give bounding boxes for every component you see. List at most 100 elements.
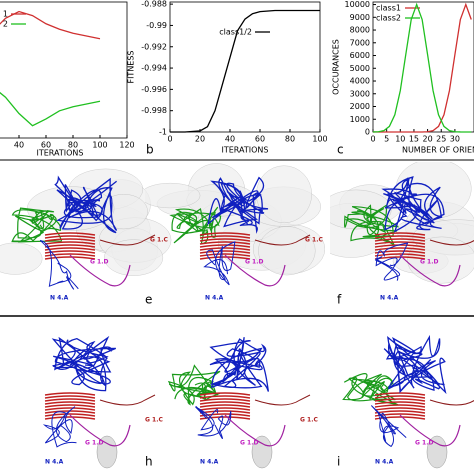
x-axis-label: ITERATIONS (37, 149, 84, 158)
helix (199, 404, 251, 408)
helix (374, 247, 426, 251)
molecule-panel: G 1.CG 1.DN 4.A (342, 334, 474, 469)
loop (224, 254, 286, 287)
y-tick-label: 0 (365, 128, 370, 137)
y-tick-label: 9000 (350, 13, 370, 22)
density-mesh (251, 435, 273, 469)
residue-label: G 1.D (240, 440, 258, 447)
x-tick-label: 100 (312, 135, 327, 144)
density-mesh (145, 182, 201, 209)
helix (44, 416, 96, 420)
helix (44, 244, 96, 248)
residue-label: G 1.C (300, 417, 318, 424)
helix (199, 247, 251, 251)
panel-letter: c (337, 143, 344, 157)
residue-label: N 4.A (380, 295, 399, 302)
helix (44, 398, 96, 402)
ribbon (51, 335, 117, 392)
x-tick-label: 80 (68, 141, 78, 150)
ribbon (207, 176, 269, 234)
helix (199, 395, 251, 399)
helix (374, 253, 426, 257)
helix (199, 407, 251, 411)
x-tick-label: 30 (450, 135, 460, 144)
residue-label: G 1.D (415, 440, 433, 447)
residue-label: N 4.A (200, 459, 219, 466)
data-line (170, 9, 320, 133)
x-tick-label: 10 (395, 135, 405, 144)
x-tick-label: 40 (14, 141, 24, 150)
ribbon (195, 406, 232, 439)
y-tick-label: 6000 (350, 51, 370, 60)
y-tick-label: 3000 (350, 89, 370, 98)
x-tick-label: 120 (119, 141, 134, 150)
x-tick-label: 0 (167, 135, 172, 144)
loop (99, 234, 156, 246)
helix (199, 250, 251, 254)
residue-label: G 1.D (85, 440, 103, 447)
density-mesh (0, 242, 43, 275)
helix (374, 410, 426, 414)
ribbon (209, 337, 270, 392)
data-line (0, 10, 101, 40)
residue-label: G 1.D (90, 259, 108, 266)
helix (199, 410, 251, 414)
panel-letter: b (146, 143, 154, 157)
y-tick-label: -0.996 (141, 85, 167, 94)
x-tick-label: 40 (225, 135, 235, 144)
helix (44, 392, 96, 396)
helix (199, 416, 251, 420)
helix (44, 241, 96, 245)
y-tick-label: -0.99 (146, 21, 167, 30)
density-mesh (407, 236, 474, 284)
x-tick-label: 20 (195, 135, 205, 144)
helix (199, 235, 251, 239)
y-tick-label: -0.988 (141, 0, 167, 9)
legend-label: 1 (3, 10, 8, 19)
helix (44, 407, 96, 411)
data-line (372, 2, 472, 133)
loop (99, 394, 156, 406)
helix (199, 232, 251, 236)
data-line (0, 91, 101, 127)
ribbon (374, 242, 409, 281)
legend-label: 2 (3, 20, 8, 29)
density-mesh (256, 165, 312, 224)
residue-label: N 4.A (375, 459, 394, 466)
legend-label: class2 (376, 14, 401, 23)
molecule-panel: G 1.CG 1.DN 4.A (42, 335, 163, 469)
helix (199, 392, 251, 396)
y-tick-label: 4000 (350, 77, 370, 86)
helix (374, 250, 426, 254)
ribbon (344, 204, 400, 247)
y-tick-label: -0.992 (141, 42, 167, 51)
helix (374, 407, 426, 411)
loop (254, 394, 311, 406)
x-axis-label: NUMBER OF ORIEN (402, 146, 474, 155)
helix (44, 235, 96, 239)
ribbon (54, 175, 118, 234)
data-line (373, 2, 472, 133)
panel-letter: i (337, 455, 340, 469)
helix (44, 253, 96, 257)
density-mesh (258, 226, 316, 276)
ribbon (169, 206, 222, 245)
residue-label: N 4.A (45, 459, 64, 466)
plot-frame (169, 1, 321, 133)
molecule-panel: G 1.CG 1.DN 4.A (145, 163, 325, 302)
y-tick-label: 7000 (350, 38, 370, 47)
ribbon (11, 207, 63, 243)
ribbon (381, 176, 445, 233)
legend-label: class1/2 (219, 28, 252, 37)
plot-frame (0, 1, 128, 139)
helix (44, 250, 96, 254)
helix (44, 413, 96, 417)
helix (374, 241, 426, 245)
panel-letter: f (337, 293, 342, 307)
x-tick-label: 100 (92, 141, 107, 150)
y-tick-label: 5000 (350, 64, 370, 73)
helix (44, 232, 96, 236)
ribbon (42, 406, 77, 448)
panel-letter: e (145, 293, 152, 307)
helix (374, 232, 426, 236)
